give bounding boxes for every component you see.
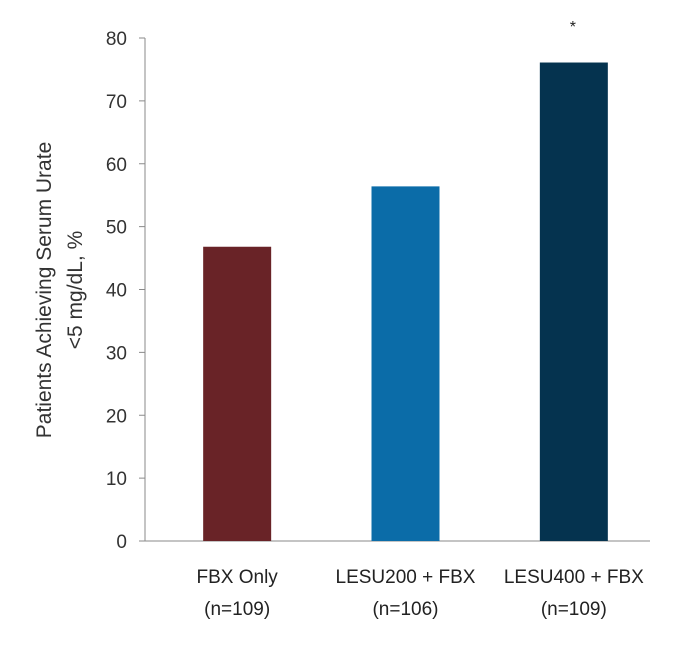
x-category-label: LESU200 + FBX bbox=[336, 567, 476, 588]
y-axis-title: Patients Achieving Serum Urate <5 mg/dL, … bbox=[33, 142, 87, 438]
x-category-label: (n=106) bbox=[372, 599, 438, 620]
x-category-label: (n=109) bbox=[541, 599, 607, 620]
x-category-label: LESU400 + FBX bbox=[504, 567, 644, 588]
y-tick-label: 0 bbox=[116, 532, 127, 553]
y-tick-label: 50 bbox=[106, 218, 127, 239]
y-axis-title-line: <5 mg/dL, % bbox=[64, 231, 87, 349]
bars bbox=[203, 62, 608, 542]
y-tick-label: 60 bbox=[106, 155, 127, 176]
significance-marker: * bbox=[570, 19, 576, 36]
bar bbox=[539, 62, 608, 542]
y-tick-label: 10 bbox=[106, 469, 127, 490]
y-tick-label: 80 bbox=[106, 29, 127, 50]
y-tick-label: 70 bbox=[106, 92, 127, 113]
x-category-label: FBX Only bbox=[197, 567, 279, 588]
y-tick-label: 20 bbox=[106, 406, 127, 427]
x-axis-labels: FBX Only (n=109) LESU200 + FBX (n=106) LESU4… bbox=[197, 567, 645, 620]
bar bbox=[371, 186, 440, 541]
annotations: * bbox=[570, 19, 576, 36]
x-category-label: (n=109) bbox=[204, 599, 270, 620]
bar bbox=[203, 246, 272, 541]
y-tick-label: 40 bbox=[106, 281, 127, 302]
y-axis-title-line: Patients Achieving Serum Urate bbox=[33, 142, 56, 438]
y-tick-label: 30 bbox=[106, 343, 127, 364]
